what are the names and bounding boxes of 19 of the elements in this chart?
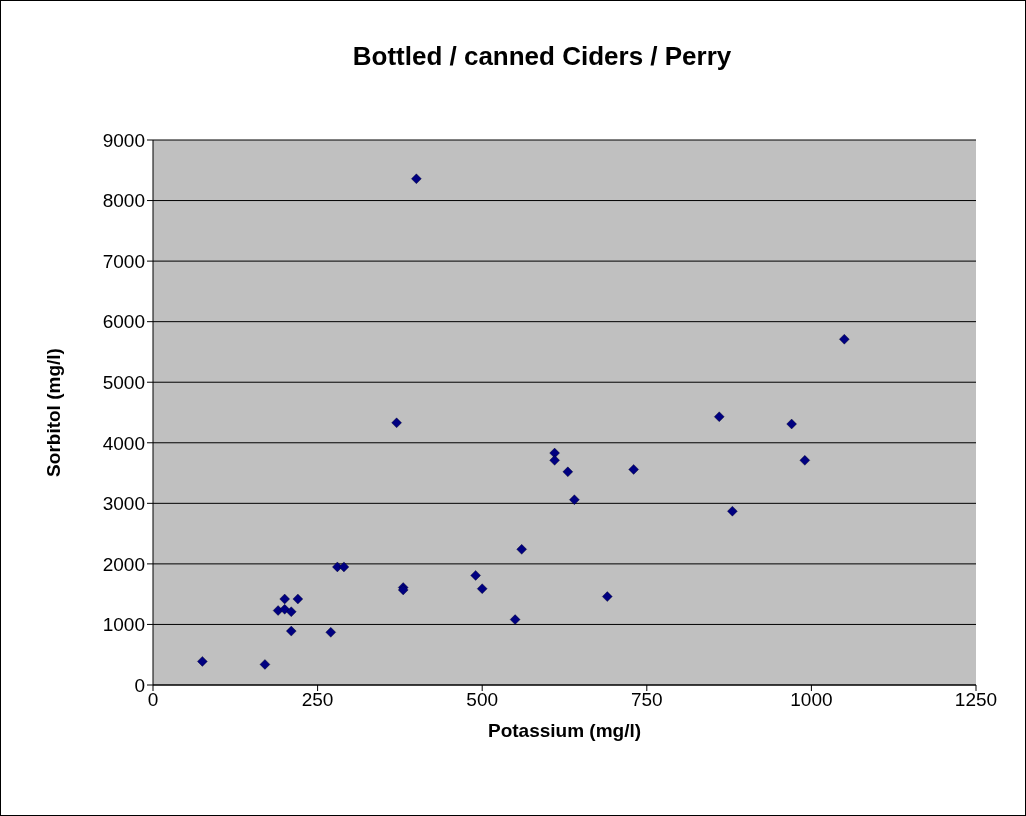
y-tick-label: 0 (134, 674, 145, 696)
y-axis-title: Sorbitol (mg/l) (42, 348, 64, 477)
y-tick-label: 7000 (102, 250, 145, 272)
y-tick-label: 9000 (102, 129, 145, 151)
chart-title: Bottled / canned Ciders / Perry (351, 41, 733, 72)
x-tick-label: 1000 (790, 689, 833, 711)
x-tick-label: 750 (630, 689, 663, 711)
y-tick-label: 2000 (102, 553, 145, 575)
x-tick-label: 250 (301, 689, 334, 711)
x-axis-title: Potassium (mg/l) (487, 720, 642, 741)
y-tick-label: 5000 (102, 371, 145, 393)
x-tick-label: 0 (147, 689, 159, 711)
x-tick-label: 500 (466, 689, 499, 711)
y-tick-label: 1000 (102, 614, 145, 636)
y-tick-label: 8000 (102, 190, 145, 212)
y-tick-label: 3000 (102, 493, 145, 515)
y-tick-label: 6000 (102, 311, 145, 333)
x-tick-label: 1250 (954, 689, 998, 711)
y-tick-label: 4000 (102, 432, 145, 454)
